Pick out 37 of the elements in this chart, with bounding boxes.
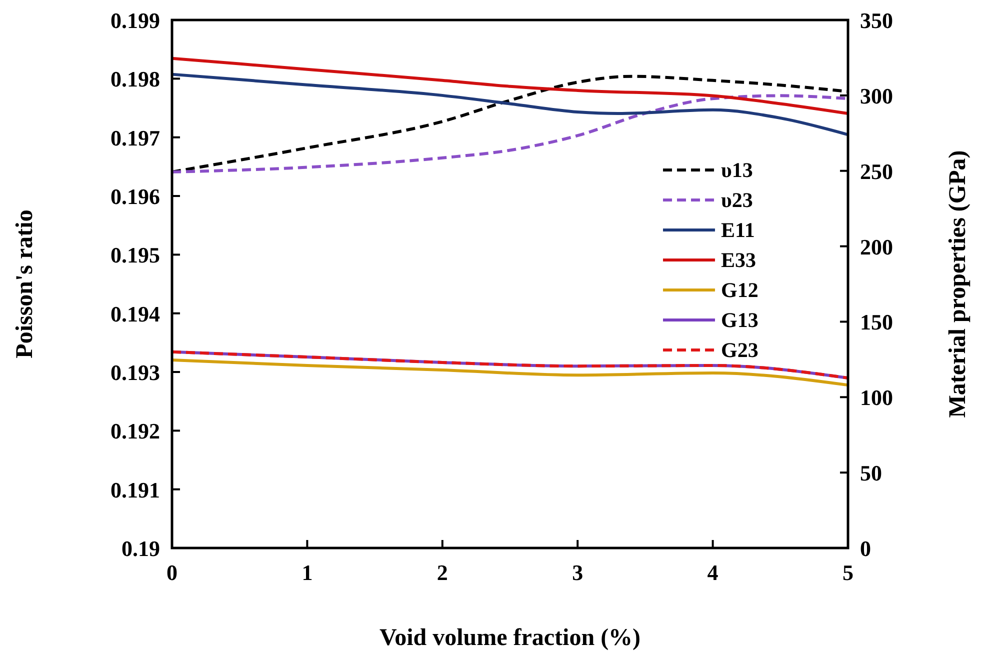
y2-axis-title: Material properties (GPa): [945, 150, 971, 418]
legend-label: υ23: [721, 188, 753, 212]
legend-label: υ13: [721, 158, 753, 182]
y2-tick-label: 350: [860, 8, 893, 33]
x-tick-label: 0: [166, 560, 178, 585]
y-axis-title: Poisson's ratio: [12, 210, 38, 358]
legend-label: G23: [721, 338, 758, 362]
legend-label: G12: [721, 278, 758, 302]
y-tick-label: 0.196: [110, 184, 160, 209]
y-tick-label: 0.191: [110, 477, 160, 502]
y2-tick-label: 200: [860, 234, 893, 260]
y-tick-label: 0.195: [110, 242, 160, 268]
y-tick-label: 0.193: [110, 360, 160, 385]
line-series: [170, 72, 850, 136]
legend-label: E33: [721, 248, 756, 272]
x-tick-label: 4: [707, 560, 718, 585]
legend-label: E11: [721, 218, 755, 242]
x-axis-title: Void volume fraction (%): [379, 625, 641, 651]
x-tick-label: 3: [572, 560, 584, 585]
y-tick-label: 0.198: [110, 66, 160, 92]
line-series: [170, 358, 850, 387]
y2-tick-label: 100: [860, 385, 893, 410]
y2-tick-label: 150: [860, 310, 893, 335]
y2-tick-label: 0: [860, 536, 871, 561]
y-tick-label: 0.192: [110, 418, 160, 444]
y2-tick-label: 50: [860, 460, 882, 486]
y2-tick-label: 250: [860, 158, 893, 184]
y2-tick-label: 300: [860, 83, 893, 108]
x-tick-label: 2: [436, 560, 448, 585]
y-tick-label: 0.199: [110, 8, 160, 33]
y-tick-label: 0.194: [110, 301, 160, 326]
legend-label: G13: [721, 308, 758, 332]
y-tick-label: 0.19: [122, 536, 160, 561]
line-series: [170, 56, 850, 116]
x-tick-label: 1: [302, 560, 313, 585]
y-tick-label: 0.197: [110, 125, 160, 150]
x-tick-label: 5: [842, 560, 854, 585]
